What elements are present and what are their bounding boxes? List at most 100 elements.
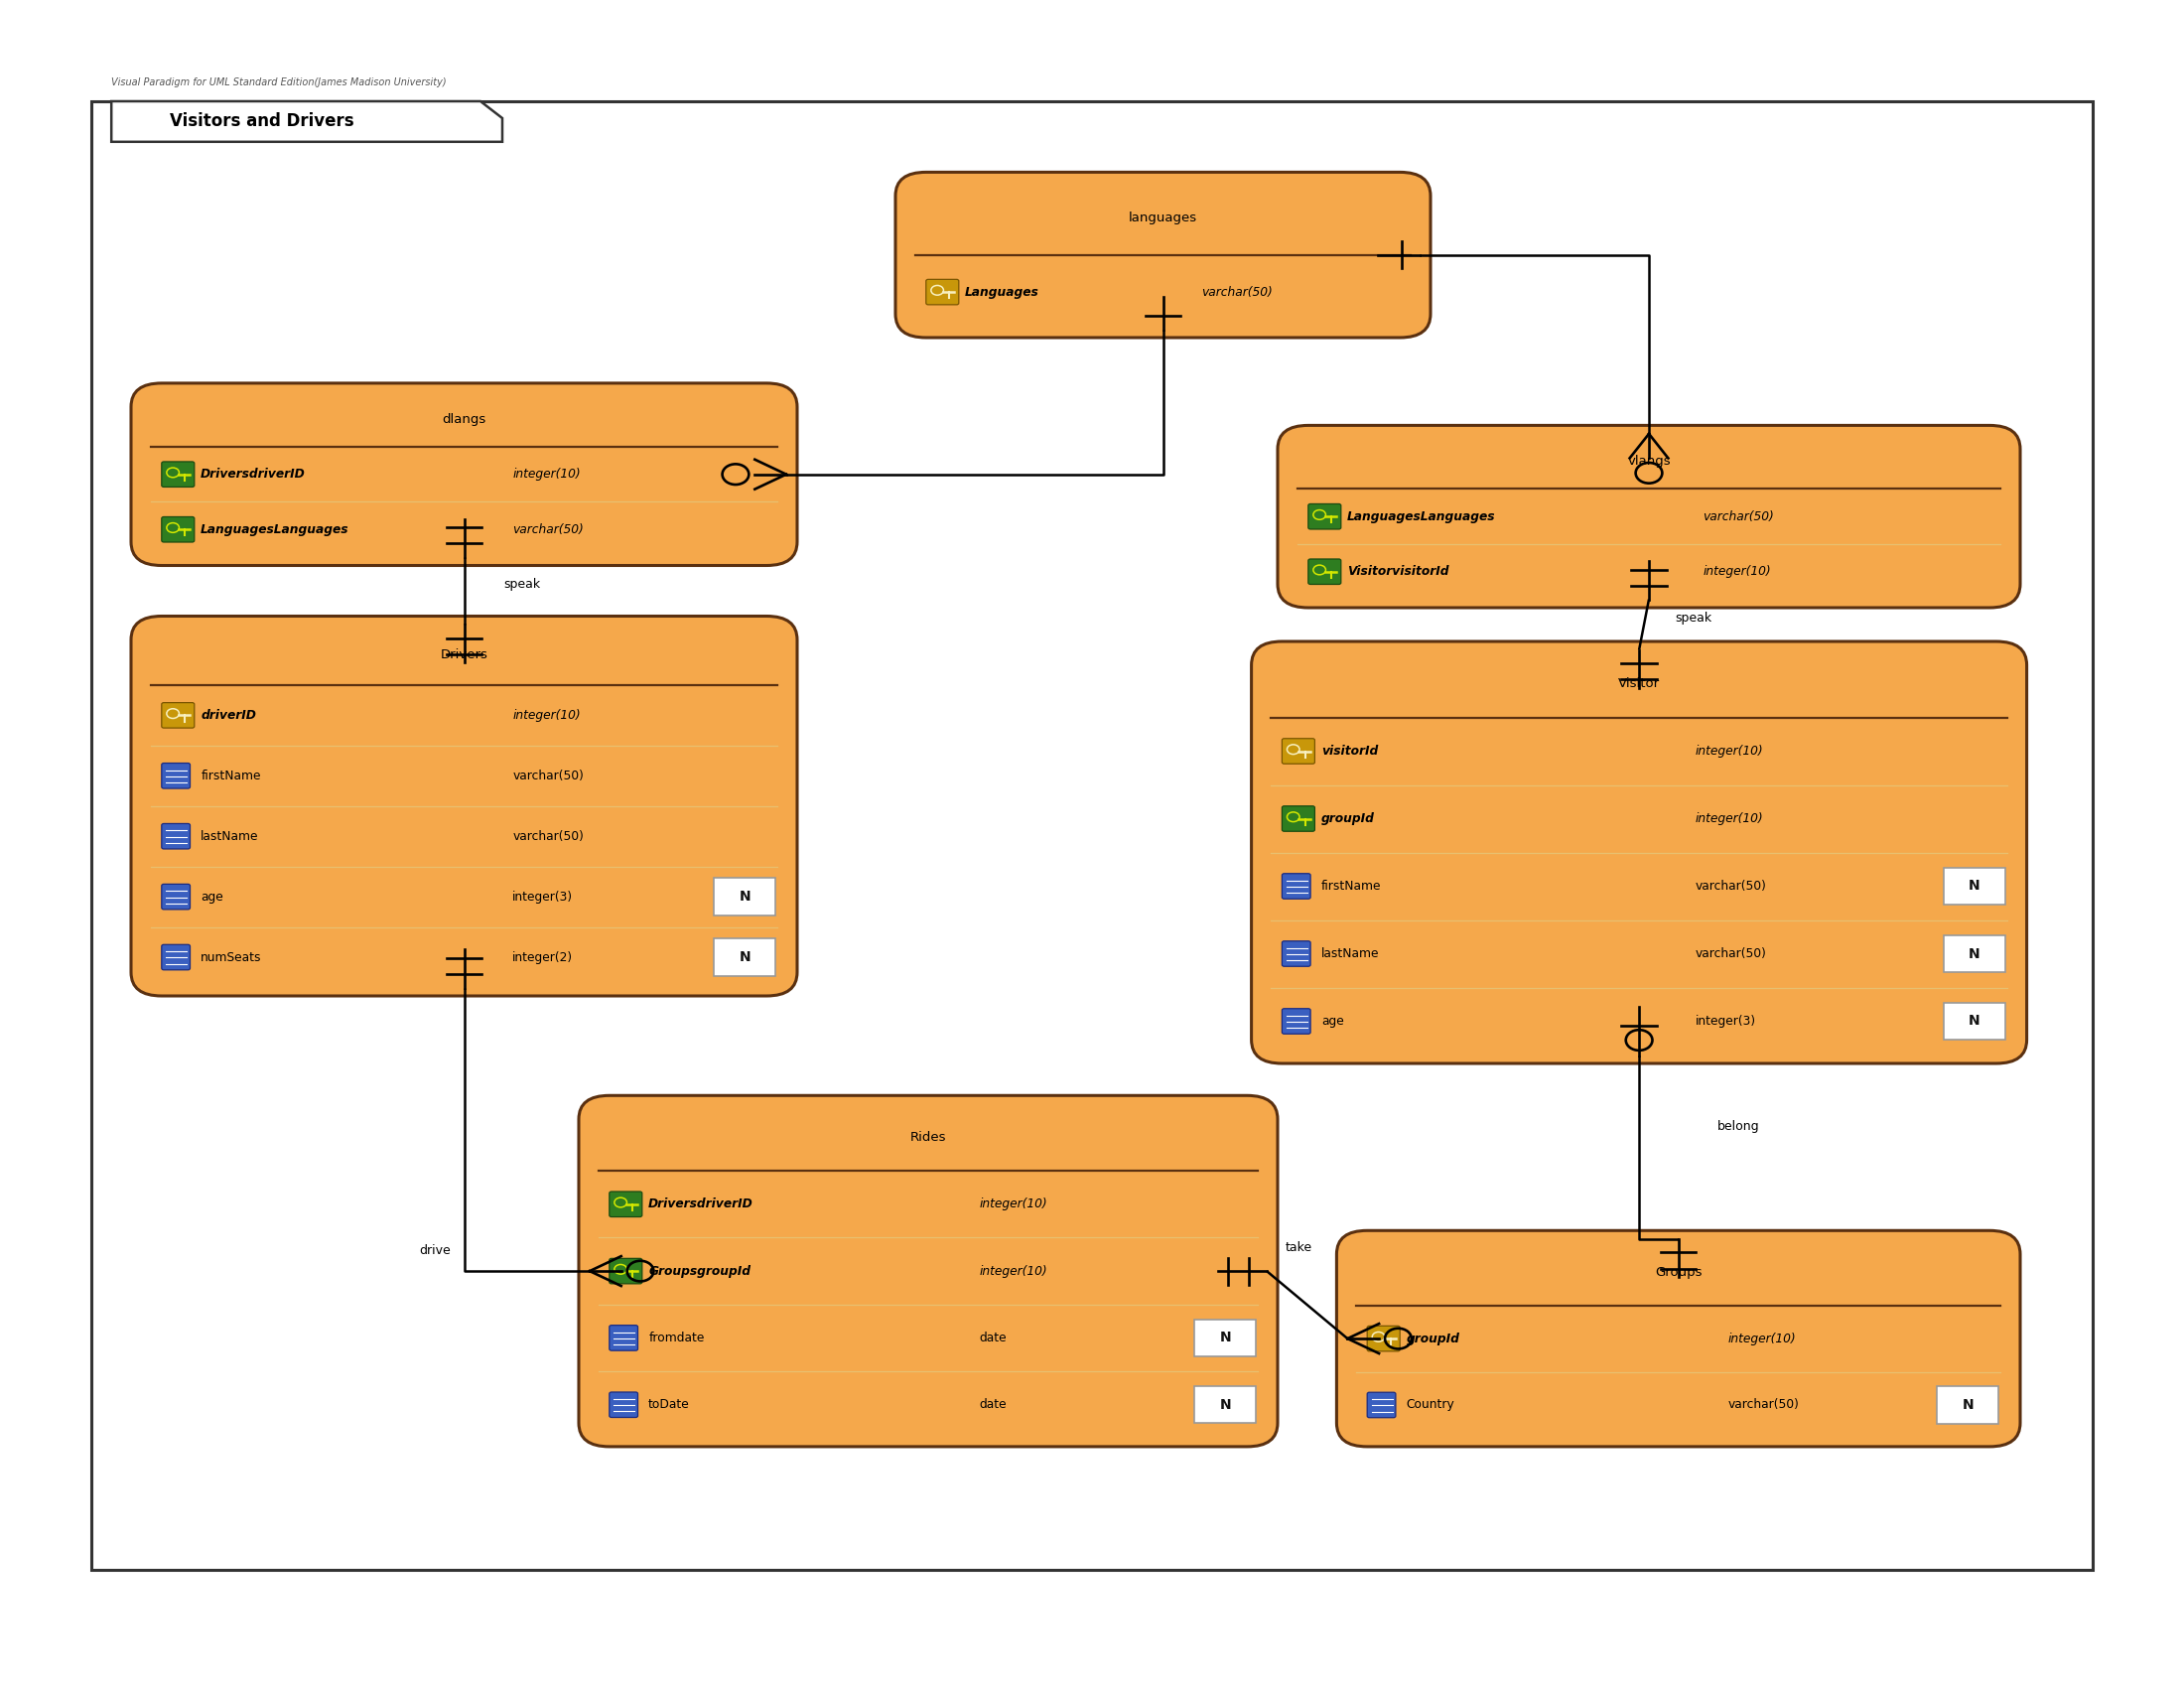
Text: N: N (1219, 1330, 1232, 1345)
Text: Groups: Groups (1655, 1266, 1701, 1278)
FancyBboxPatch shape (1282, 1009, 1310, 1033)
FancyBboxPatch shape (162, 763, 190, 788)
FancyBboxPatch shape (1337, 1231, 2020, 1447)
FancyBboxPatch shape (609, 1393, 638, 1418)
Circle shape (166, 523, 179, 532)
Text: lastName: lastName (201, 830, 258, 842)
Text: dlangs: dlangs (441, 414, 487, 425)
FancyBboxPatch shape (579, 1096, 1278, 1447)
Text: visitorId: visitorId (1321, 744, 1378, 758)
FancyBboxPatch shape (131, 616, 797, 996)
FancyBboxPatch shape (162, 702, 194, 728)
FancyBboxPatch shape (1282, 942, 1310, 967)
Text: Rides: Rides (911, 1131, 946, 1144)
Circle shape (1313, 565, 1326, 574)
Text: varchar(50): varchar(50) (513, 770, 583, 782)
Text: groupId: groupId (1321, 812, 1374, 825)
Text: driverID: driverID (201, 709, 256, 722)
Text: firstName: firstName (201, 770, 260, 782)
Text: integer(3): integer(3) (513, 890, 572, 903)
Text: age: age (201, 890, 223, 903)
Text: speak: speak (1675, 611, 1712, 625)
FancyBboxPatch shape (1195, 1320, 1256, 1357)
Text: Visitors and Drivers: Visitors and Drivers (170, 113, 354, 130)
Text: DriversdriverID: DriversdriverID (649, 1198, 753, 1210)
FancyBboxPatch shape (714, 878, 775, 915)
Text: LanguagesLanguages: LanguagesLanguages (1348, 510, 1496, 523)
Text: lastName: lastName (1321, 947, 1378, 960)
FancyBboxPatch shape (1308, 503, 1341, 530)
Text: varchar(50): varchar(50) (513, 523, 583, 535)
Text: integer(10): integer(10) (978, 1198, 1046, 1210)
Text: varchar(50): varchar(50) (1695, 947, 1767, 960)
FancyBboxPatch shape (162, 945, 190, 971)
Text: N: N (1968, 1014, 1981, 1028)
Text: toDate: toDate (649, 1398, 690, 1411)
FancyBboxPatch shape (92, 101, 2092, 1570)
Text: N: N (1968, 947, 1981, 960)
Circle shape (614, 1264, 627, 1274)
Text: integer(10): integer(10) (513, 468, 581, 481)
Text: integer(10): integer(10) (513, 709, 581, 722)
Text: DriversdriverID: DriversdriverID (201, 468, 306, 481)
Text: integer(10): integer(10) (1728, 1332, 1795, 1345)
Text: N: N (1968, 879, 1981, 893)
FancyBboxPatch shape (609, 1259, 642, 1285)
FancyBboxPatch shape (1367, 1393, 1396, 1418)
Text: numSeats: numSeats (201, 950, 262, 964)
Text: Visual Paradigm for UML Standard Edition(James Madison University): Visual Paradigm for UML Standard Edition… (111, 78, 446, 88)
FancyBboxPatch shape (1195, 1386, 1256, 1423)
Text: varchar(50): varchar(50) (1728, 1399, 1800, 1411)
Text: Languages: Languages (965, 285, 1040, 299)
Text: vlangs: vlangs (1627, 456, 1671, 468)
FancyBboxPatch shape (1308, 559, 1341, 584)
Text: drive: drive (419, 1244, 450, 1258)
FancyBboxPatch shape (1282, 807, 1315, 832)
Text: N: N (738, 890, 751, 903)
Text: date: date (978, 1398, 1007, 1411)
Text: integer(10): integer(10) (978, 1264, 1046, 1278)
FancyBboxPatch shape (1944, 1003, 2005, 1040)
FancyBboxPatch shape (714, 939, 775, 976)
Text: fromdate: fromdate (649, 1332, 705, 1344)
Text: GroupsgroupId: GroupsgroupId (649, 1264, 751, 1278)
Circle shape (614, 1198, 627, 1207)
FancyBboxPatch shape (1278, 425, 2020, 608)
Circle shape (1372, 1332, 1385, 1342)
FancyBboxPatch shape (162, 461, 194, 486)
FancyBboxPatch shape (1282, 874, 1310, 898)
FancyBboxPatch shape (1367, 1327, 1400, 1350)
Text: integer(2): integer(2) (513, 950, 572, 964)
Text: N: N (1219, 1398, 1232, 1411)
Text: integer(10): integer(10) (1704, 565, 1771, 577)
Circle shape (166, 468, 179, 478)
Text: LanguagesLanguages: LanguagesLanguages (201, 523, 349, 535)
FancyBboxPatch shape (1282, 739, 1315, 763)
FancyBboxPatch shape (162, 517, 194, 542)
FancyBboxPatch shape (162, 824, 190, 849)
Circle shape (930, 285, 943, 295)
Text: integer(3): integer(3) (1695, 1014, 1756, 1028)
Text: varchar(50): varchar(50) (513, 830, 583, 842)
Text: groupId: groupId (1406, 1332, 1459, 1345)
Circle shape (1286, 812, 1299, 822)
Text: varchar(50): varchar(50) (1695, 879, 1767, 893)
FancyBboxPatch shape (1937, 1386, 1998, 1423)
Text: take: take (1284, 1241, 1313, 1254)
Text: age: age (1321, 1014, 1343, 1028)
Text: Drivers: Drivers (441, 648, 487, 662)
Text: Visitor: Visitor (1618, 677, 1660, 690)
FancyBboxPatch shape (609, 1325, 638, 1350)
Text: languages: languages (1129, 211, 1197, 225)
FancyBboxPatch shape (1944, 935, 2005, 972)
Text: integer(10): integer(10) (1695, 744, 1765, 758)
FancyBboxPatch shape (162, 885, 190, 910)
FancyBboxPatch shape (1944, 868, 2005, 905)
Text: N: N (738, 950, 751, 964)
FancyBboxPatch shape (131, 383, 797, 565)
FancyBboxPatch shape (609, 1192, 642, 1217)
Circle shape (1313, 510, 1326, 520)
Text: VisitorvisitorId: VisitorvisitorId (1348, 565, 1448, 577)
Polygon shape (111, 101, 502, 142)
Text: Country: Country (1406, 1399, 1455, 1411)
